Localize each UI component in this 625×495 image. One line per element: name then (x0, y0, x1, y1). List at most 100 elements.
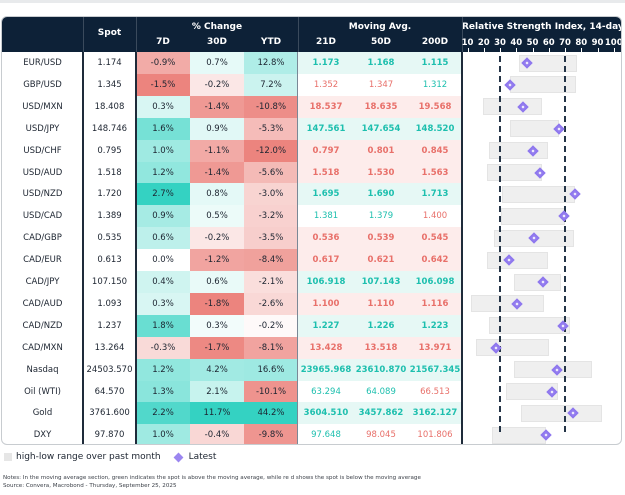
moving-avg-ma50: 1.168 (354, 52, 408, 74)
rsi-tick-label: 70 (559, 38, 571, 48)
moving-avg-ma200: 0.845 (408, 139, 462, 162)
spot-value: 3761.600 (89, 408, 130, 419)
rsi-tick-mark (500, 48, 501, 52)
spot-value: 0.613 (97, 255, 122, 266)
instrument-name: USD/NZD (22, 189, 63, 200)
spot-value: 18.408 (94, 101, 125, 112)
pct-change-d30: 0.3% (190, 314, 244, 337)
rsi-tick-mark (613, 48, 615, 52)
moving-avg-ma50: 147.654 (354, 117, 408, 140)
rsi-tick-mark (532, 48, 534, 52)
pct-change-ytd: -5.6% (244, 161, 298, 184)
rsi-tick-label: 50 (526, 38, 539, 48)
moving-avg-ma200: 148.520 (408, 117, 462, 140)
pct-change-ytd: 7.2% (244, 73, 298, 96)
legend: high-low range over past month Latest (4, 452, 216, 462)
moving-avg-ma21: 1.381 (313, 211, 339, 222)
pct-change-d7: 1.3% (136, 380, 190, 403)
table-row: Oil (WTI) 64.570 1.3% 2.1% -10.1% 63.294 64.08… (2, 380, 621, 403)
pct-change-d30: 0.5% (190, 205, 244, 228)
moving-avg-ma200: 1.223 (408, 314, 462, 337)
fx-monitor-table: Spot % Change 7D 30D YTD Moving Avg. 21D… (1, 16, 622, 445)
spot-value: 1.093 (97, 298, 122, 309)
moving-avg-ma200: 0.642 (408, 249, 462, 272)
instrument-name: EUR/USD (23, 58, 62, 68)
pct-change-ytd: -0.2% (244, 314, 298, 337)
moving-avg-ma50: 98.045 (366, 430, 396, 441)
instrument-name: USD/JPY (25, 123, 60, 134)
moving-avg-ma21: 13.428 (298, 336, 354, 359)
pct-change-d30: -1.7% (190, 336, 244, 359)
table-row: USD/MXN 18.408 0.3% -1.4% -10.8% 18.537 18.635… (2, 95, 621, 118)
rsi-tick-mark (565, 48, 566, 52)
moving-avg-ma21: 147.561 (298, 117, 354, 140)
header-200d: 200D (421, 37, 449, 47)
header-50d: 50D (371, 37, 391, 47)
moving-avg-ma50: 18.635 (354, 95, 408, 118)
rsi-tick-label: 10 (461, 38, 474, 48)
rsi-tick-label: 80 (575, 38, 588, 48)
instrument-name: CAD/EUR (23, 255, 62, 266)
diamond-icon (173, 452, 184, 462)
moving-avg-ma200: 1.400 (422, 211, 448, 222)
moving-avg-ma200: 1.713 (408, 183, 462, 206)
moving-avg-ma21: 106.918 (298, 271, 354, 293)
range-swatch-icon (4, 453, 12, 461)
spot-value: 0.535 (97, 233, 122, 244)
instrument-name: CAD/JPY (25, 277, 60, 287)
column-divider (461, 52, 463, 444)
table-row: USD/CHF 0.795 1.0% -1.1% -12.0% 0.797 0.801 0.8… (2, 139, 621, 162)
rsi-tick-label: 60 (542, 38, 555, 48)
table-row: USD/JPY 148.746 1.6% 0.9% -5.3% 147.561 147.65… (2, 117, 621, 140)
pct-change-ytd: -2.1% (244, 271, 298, 293)
pct-change-d7: 0.0% (136, 249, 190, 272)
header-spot: Spot (97, 28, 122, 38)
pct-change-ytd: 16.6% (244, 358, 298, 381)
spot-value: 1.174 (97, 58, 122, 68)
moving-avg-ma21: 97.648 (311, 430, 341, 441)
moving-avg-ma21: 1.352 (313, 79, 339, 90)
spot-value: 97.870 (94, 430, 125, 441)
notes-text: Notes: In the moving average section, gr… (3, 475, 421, 481)
pct-change-d7: 1.2% (136, 358, 190, 381)
table-row: DXY 97.870 1.0% -0.4% -9.8% 97.648 98.045 101.8… (2, 424, 621, 444)
instrument-name: USD/CAD (22, 211, 63, 222)
pct-change-ytd: -2.6% (244, 292, 298, 315)
moving-avg-ma50: 1.530 (354, 161, 408, 184)
moving-avg-ma200: 101.806 (417, 430, 453, 441)
moving-avg-ma200: 0.545 (408, 227, 462, 250)
pct-change-d30: -1.4% (190, 95, 244, 118)
spot-value: 1.518 (97, 167, 122, 178)
pct-change-d7: 2.2% (136, 402, 190, 425)
pct-change-d30: -1.1% (190, 139, 244, 162)
pct-change-d30: -1.2% (190, 249, 244, 272)
moving-avg-ma50: 13.518 (354, 336, 408, 359)
instrument-name: USD/MXN (22, 101, 63, 112)
header-21d: 21D (316, 37, 336, 47)
header-moving-avg: Moving Avg. (348, 22, 412, 32)
header-pct-change: % Change (191, 22, 243, 32)
instrument-name: CAD/NZD (22, 320, 63, 331)
column-divider (297, 52, 298, 444)
rsi-tick-mark (548, 48, 550, 52)
pct-change-d30: 0.7% (190, 52, 244, 74)
column-divider (135, 52, 137, 444)
rsi-threshold-line (499, 56, 501, 432)
moving-avg-ma50: 3457.862 (354, 402, 408, 425)
pct-change-d7: -1.5% (136, 73, 190, 96)
header-divider (462, 17, 463, 52)
spot-value: 107.150 (91, 277, 128, 287)
column-divider (82, 52, 84, 444)
rsi-tick-label: 90 (591, 38, 604, 48)
footnotes: Notes: In the moving average section, gr… (3, 474, 421, 490)
pct-change-ytd: -3.2% (244, 205, 298, 228)
moving-avg-ma21: 1.173 (298, 52, 354, 74)
moving-avg-ma50: 1.110 (354, 292, 408, 315)
moving-avg-ma50: 23610.870 (354, 358, 408, 381)
table-row: CAD/NZD 1.237 1.8% 0.3% -0.2% 1.227 1.226 1.223 (2, 314, 621, 337)
instrument-name: USD/AUD (22, 167, 63, 178)
spot-value: 0.795 (97, 145, 122, 156)
table-header: Spot % Change 7D 30D YTD Moving Avg. 21D… (2, 17, 621, 52)
rsi-range-bar (521, 404, 603, 422)
moving-avg-ma21: 0.536 (298, 227, 354, 250)
